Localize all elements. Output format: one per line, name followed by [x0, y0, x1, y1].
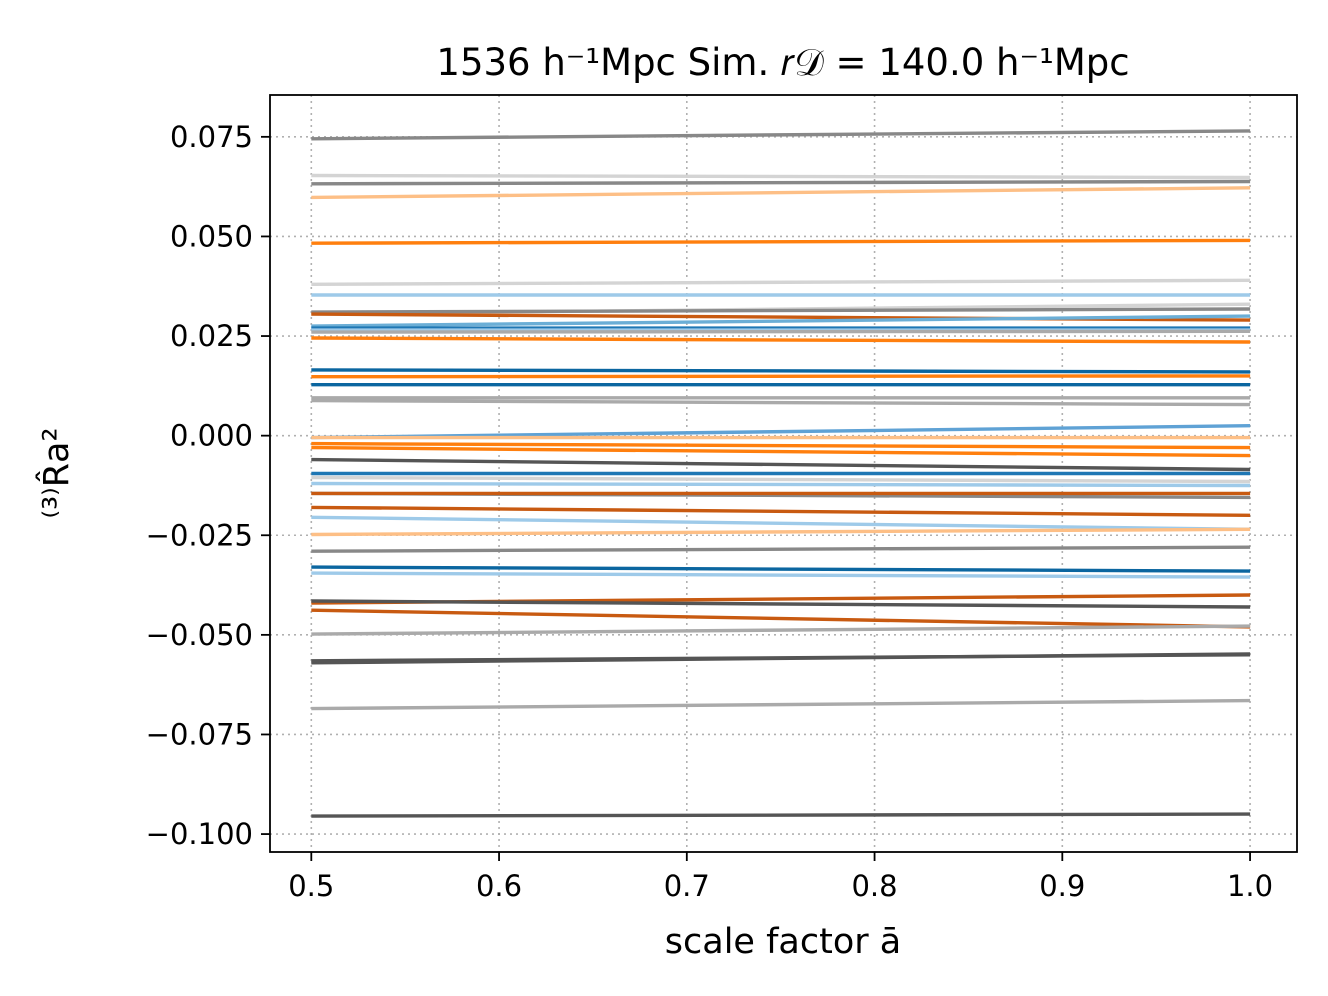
series-line-s42 [311, 653, 1251, 663]
series-line-s11 [311, 314, 1251, 328]
series-line-s24 [311, 445, 1251, 458]
series-line-s40 [311, 624, 1251, 636]
series-line-s44 [311, 812, 1251, 818]
series-lines [311, 129, 1251, 818]
series-line-s39 [311, 608, 1251, 629]
x-tick-label: 0.7 [664, 869, 710, 903]
y-axis-label: ⁽³⁾R̂a² [35, 427, 77, 518]
series-line-s17 [311, 374, 1251, 379]
series-line-s14 [311, 329, 1251, 334]
x-tick-label: 0.6 [476, 869, 522, 903]
x-tick-label: 0.5 [288, 869, 334, 903]
y-tick-label: 0.025 [170, 319, 253, 353]
series-line-s23 [311, 441, 1251, 450]
series-line-s25 [311, 457, 1251, 472]
series-line-s5 [311, 238, 1251, 245]
x-tick-label: 0.8 [851, 869, 897, 903]
y-tick-label: −0.050 [146, 618, 253, 652]
plot-frame [269, 94, 1298, 853]
y-tick-label: 0.000 [170, 419, 253, 453]
series-line-s33 [311, 527, 1251, 537]
y-tick-label: −0.100 [146, 817, 253, 851]
series-line-s6 [311, 278, 1251, 286]
series-line-s2 [311, 173, 1251, 180]
y-tick-label: −0.075 [146, 717, 253, 751]
series-line-s43 [311, 698, 1251, 711]
y-tick-label: 0.050 [170, 219, 253, 253]
chart-title: 1536 h⁻¹Mpc Sim. 𝑟𝒟 = 140.0 h⁻¹Mpc [436, 41, 1129, 84]
series-line-s9 [311, 307, 1251, 314]
series-line-s1 [311, 129, 1251, 141]
series-line-s34 [311, 545, 1251, 553]
x-axis-label: scale factor ā [665, 922, 901, 962]
series-line-s28 [311, 481, 1251, 488]
x-tick-label: 1.0 [1227, 869, 1273, 903]
series-line-s35 [311, 565, 1251, 573]
series-line-s38 [311, 599, 1251, 609]
series-line-s32 [311, 515, 1251, 531]
series-line-s21 [311, 424, 1251, 440]
series-line-s4 [311, 186, 1251, 200]
series-line-s20 [311, 398, 1251, 407]
series-line-s16 [311, 368, 1251, 374]
series-line-s15 [311, 336, 1251, 344]
series-line-s27 [311, 475, 1251, 484]
x-tick-label: 0.9 [1039, 869, 1085, 903]
y-tick-label: −0.025 [146, 518, 253, 552]
ticks: 0.5 0.6 0.7 0.8 0.9 1.0 0.075 0.050 0.025 0.000 −0… [146, 120, 1273, 903]
series-line-s36 [311, 571, 1251, 579]
y-tick-label: 0.075 [170, 120, 253, 154]
series-line-s31 [311, 505, 1251, 517]
series-line-s3 [311, 179, 1251, 186]
